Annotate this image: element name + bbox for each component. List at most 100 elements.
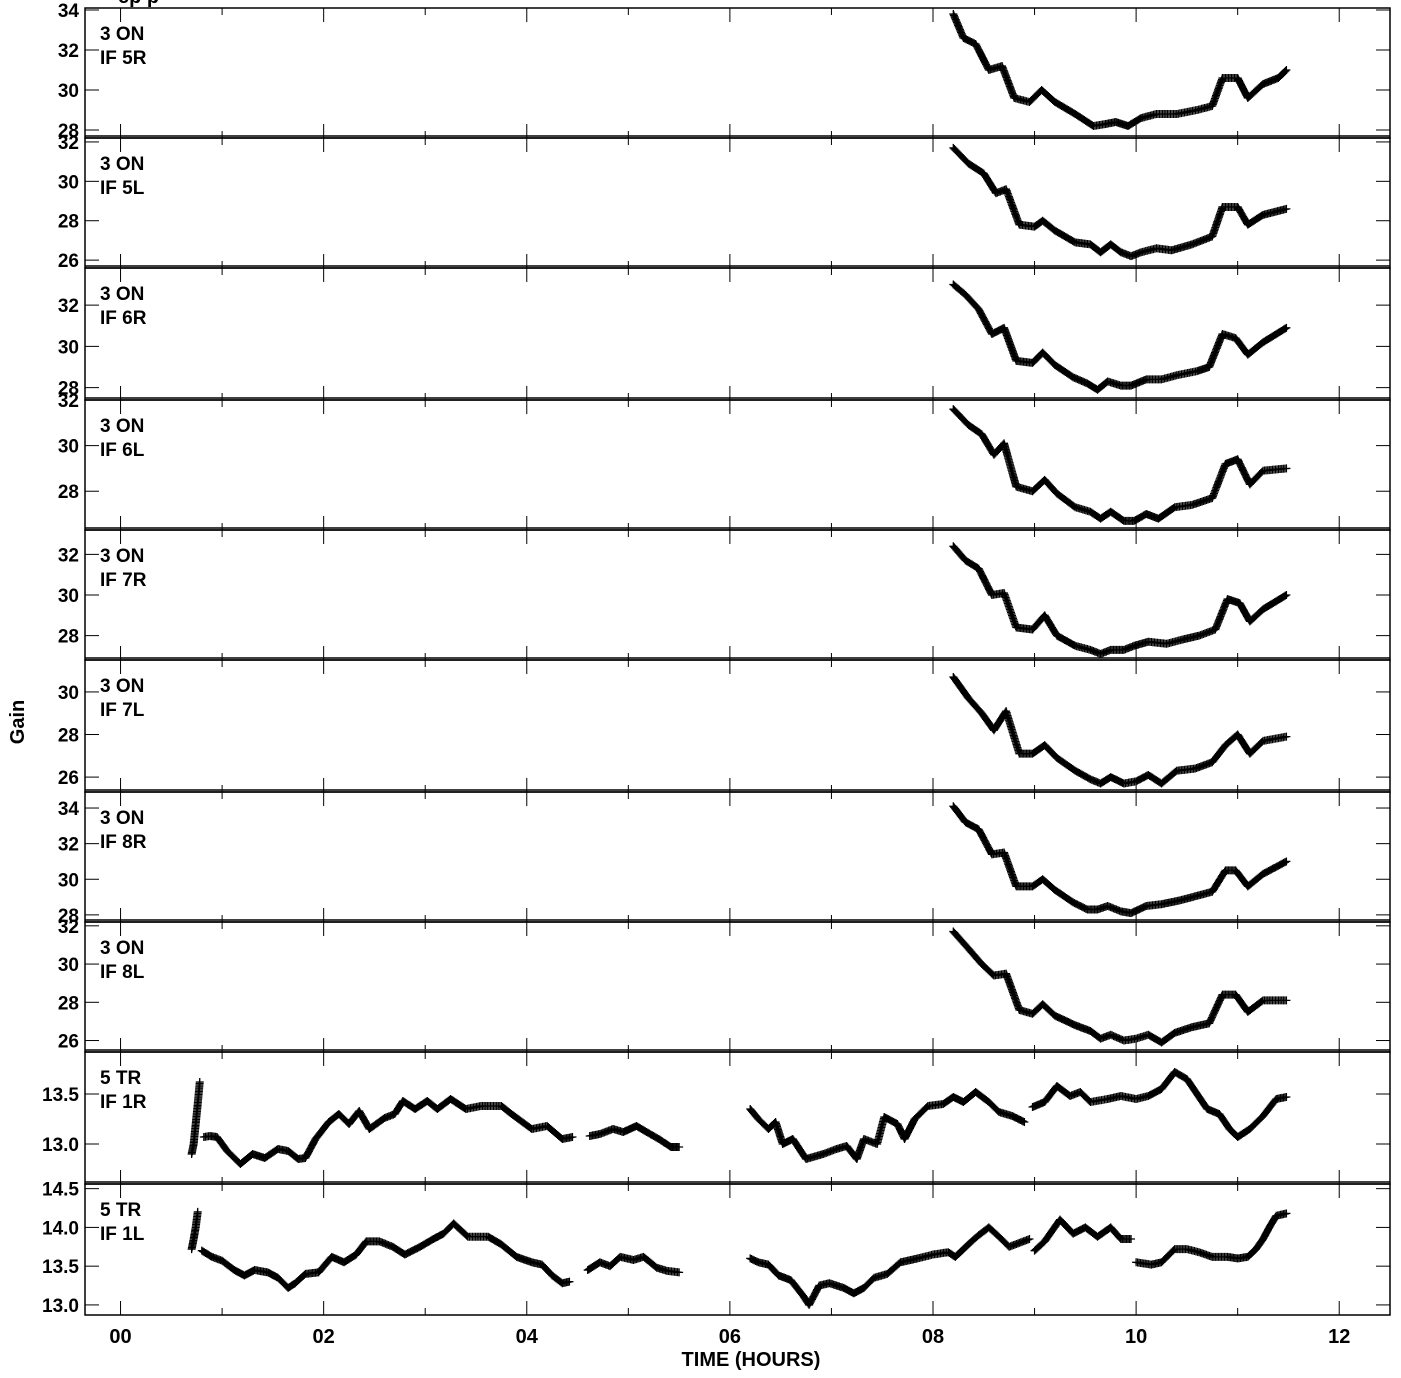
y-tick-label: 32: [58, 133, 79, 154]
panel-frame: [84, 1051, 1391, 1185]
x-tick-label: 10: [1125, 1326, 1147, 1348]
y-tick-label: 26: [58, 251, 79, 272]
y-tick-label: 32: [58, 391, 79, 412]
y-tick-label: 28: [58, 212, 79, 233]
panel-label-line2: IF 7R: [100, 570, 147, 591]
data-point-markers: [949, 927, 1291, 1047]
y-tick-label: 13.0: [42, 1296, 79, 1317]
y-tick-label: 28: [58, 379, 79, 400]
y-tick-label: 30: [58, 337, 79, 358]
data-point-markers: [949, 802, 1291, 918]
data-point-markers: [949, 10, 1291, 130]
data-point-markers: [949, 405, 1291, 525]
panel-label-line2: IF 6R: [100, 308, 147, 329]
panel-label-line1: 3 ON: [100, 416, 144, 437]
y-tick-label: 30: [58, 81, 79, 102]
y-tick-label: 28: [58, 906, 79, 927]
panel-label-line1: 3 ON: [100, 546, 144, 567]
panel: 28 30 32 3 ON IF 7R: [58, 527, 1391, 661]
panel-frame: [84, 791, 1391, 923]
panel-frame: [84, 267, 1391, 401]
y-tick-label: 30: [58, 870, 79, 891]
y-tick-label: 28: [58, 993, 79, 1014]
y-tick-label: 32: [58, 296, 79, 317]
y-tick-label: 28: [58, 482, 79, 503]
y-tick-label: 32: [58, 545, 79, 566]
panel-frame: [84, 1183, 1391, 1316]
y-tick-label: 34: [58, 1, 80, 22]
x-tick-label: 08: [922, 1326, 944, 1348]
panel-label-line1: 5 TR: [100, 1068, 141, 1089]
chart-panels: 28 30 32 34 3 ON IF 5R 26 28 30 32 3 ON IF 5L 28 30 32…: [42, 1, 1391, 1348]
y-tick-label: 32: [58, 917, 79, 938]
x-axis-label: TIME (HOURS): [682, 1349, 821, 1371]
panel: 13.0 13.5 5 TR IF 1R: [42, 1049, 1391, 1185]
data-point-markers: [197, 1219, 574, 1292]
panel: 28 30 32 3 ON IF 6R: [58, 265, 1391, 401]
panel: 26 28 30 32 3 ON IF 8L: [58, 917, 1391, 1053]
panel-label-line1: 3 ON: [100, 676, 144, 697]
chart-header-partial: ep p: [118, 0, 159, 8]
panel-label-line2: IF 1L: [100, 1224, 145, 1245]
y-tick-label: 13.0: [42, 1135, 79, 1156]
panel-frame: [84, 659, 1391, 793]
panel-label-line2: IF 8L: [100, 962, 145, 983]
y-tick-label: 30: [58, 172, 79, 193]
y-tick-label: 34: [58, 799, 80, 820]
panel-label-line1: 3 ON: [100, 938, 144, 959]
data-point-markers: [949, 673, 1291, 788]
x-tick-label: 06: [719, 1326, 741, 1348]
panel-frame: [84, 137, 1391, 269]
panel-label-line2: IF 6L: [100, 440, 145, 461]
panel: 28 30 32 3 ON IF 6L: [58, 391, 1391, 531]
y-tick-label: 13.5: [42, 1085, 79, 1106]
y-tick-label: 30: [58, 586, 79, 607]
y-tick-label: 30: [58, 683, 79, 704]
panel-label-line2: IF 5L: [100, 178, 145, 199]
panel: 26 28 30 3 ON IF 7L: [58, 657, 1391, 793]
y-tick-label: 26: [58, 1032, 79, 1053]
data-point-markers: [1030, 1215, 1136, 1255]
y-tick-label: 32: [58, 41, 79, 62]
panel: 28 30 32 34 3 ON IF 8R: [58, 789, 1391, 927]
y-tick-label: 14.0: [42, 1218, 79, 1239]
y-tick-label: 14.5: [42, 1180, 79, 1201]
x-tick-label: 02: [313, 1326, 335, 1348]
y-tick-label: 28: [58, 627, 79, 648]
x-tick-label: 00: [109, 1326, 131, 1348]
panel-label-line2: IF 7L: [100, 700, 145, 721]
y-tick-label: 32: [58, 835, 79, 856]
panel-label-line1: 3 ON: [100, 808, 144, 829]
data-point-markers: [949, 280, 1291, 394]
data-point-markers: [949, 143, 1291, 261]
panel-label-line2: IF 5R: [100, 48, 147, 69]
y-tick-label: 28: [58, 121, 79, 142]
x-tick-label: 04: [516, 1326, 539, 1348]
data-point-markers: [1028, 1068, 1291, 1141]
y-tick-label: 26: [58, 768, 79, 789]
data-point-markers: [585, 1122, 684, 1151]
data-point-markers: [583, 1252, 684, 1277]
panel-label-line1: 5 TR: [100, 1200, 141, 1221]
y-axis-label: Gain: [7, 700, 29, 744]
panel-label-line1: 3 ON: [100, 24, 144, 45]
data-point-markers: [187, 1207, 202, 1254]
panel: 13.0 13.5 14.0 14.5 5 TR IF 1L: [42, 1180, 1391, 1317]
y-tick-label: 30: [58, 437, 79, 458]
data-point-markers: [746, 1088, 1029, 1163]
panel-frame: [84, 921, 1391, 1053]
panel-label-line1: 3 ON: [100, 284, 144, 305]
data-point-markers: [199, 1095, 577, 1168]
panel: 26 28 30 32 3 ON IF 5L: [58, 133, 1391, 272]
panel: 28 30 32 34 3 ON IF 5R: [58, 1, 1391, 142]
panel-label-line1: 3 ON: [100, 154, 144, 175]
data-point-markers: [187, 1078, 204, 1158]
panel-label-line2: IF 8R: [100, 832, 147, 853]
data-point-markers: [949, 542, 1291, 658]
y-tick-label: 28: [58, 726, 79, 747]
panel-frame: [84, 399, 1391, 531]
panel-frame: [84, 7, 1391, 139]
data-point-markers: [746, 1223, 1034, 1309]
